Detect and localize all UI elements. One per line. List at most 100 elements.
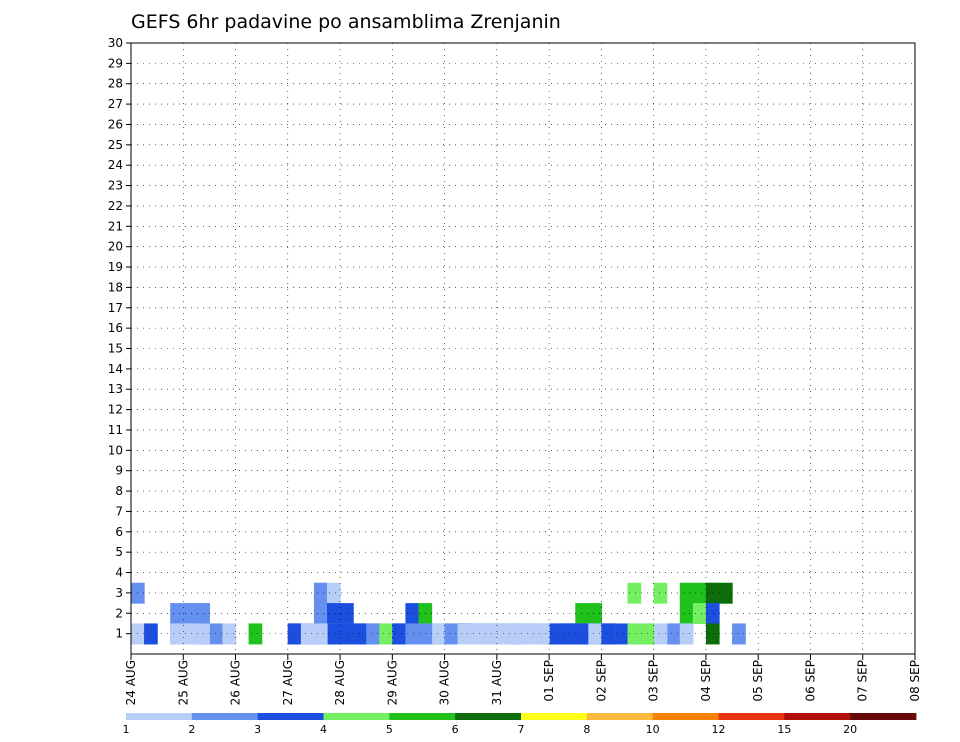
heatmap-cell xyxy=(536,623,550,645)
colorbar-label: 12 xyxy=(712,723,726,736)
y-tick-label: 4 xyxy=(115,566,123,580)
x-tick-label: 28 AUG xyxy=(333,660,347,705)
y-tick-label: 8 xyxy=(115,484,123,498)
colorbar-label: 1 xyxy=(123,723,130,736)
x-tick-label: 26 AUG xyxy=(229,660,243,705)
heatmap-cell xyxy=(627,582,642,604)
y-tick-label: 30 xyxy=(108,36,123,50)
colorbar-label: 6 xyxy=(452,723,459,736)
heatmap-cell xyxy=(340,603,354,625)
y-tick-label: 26 xyxy=(108,117,123,131)
y-tick-label: 20 xyxy=(108,240,123,254)
y-tick-label: 23 xyxy=(108,179,123,193)
colorbar-label: 3 xyxy=(254,723,261,736)
heatmap-cell xyxy=(418,623,433,645)
y-tick-label: 22 xyxy=(108,199,123,213)
y-tick-label: 15 xyxy=(108,342,123,356)
heatmap-cell xyxy=(732,623,746,645)
colorbar-label: 4 xyxy=(320,723,327,736)
x-tick-label: 25 AUG xyxy=(176,660,190,705)
heatmap-cell xyxy=(313,582,328,604)
colorbar-segment xyxy=(521,713,588,720)
colorbar-segment xyxy=(257,713,324,720)
colorbar-segment xyxy=(652,713,719,720)
x-axis-ticks: 24 AUG 25 AUG 26 AUG 27 AUG 28 AUG 29 AUG 30 A… xyxy=(124,654,922,705)
y-tick-label: 7 xyxy=(115,504,123,518)
y-tick-label: 19 xyxy=(108,260,123,274)
heatmap-cell xyxy=(679,603,694,625)
colorbar-label: 8 xyxy=(583,723,590,736)
heatmap-cell xyxy=(313,603,328,625)
heatmap-cell xyxy=(653,582,668,604)
heatmap-cell xyxy=(705,582,720,604)
heatmap-cell xyxy=(575,623,589,645)
heatmap-cell xyxy=(287,623,302,645)
heatmap-cell xyxy=(183,623,197,645)
x-tick-label: 30 AUG xyxy=(438,660,452,705)
x-tick-label: 04 SEP xyxy=(699,660,713,702)
heatmap-cell xyxy=(170,623,184,645)
x-tick-label: 05 SEP xyxy=(751,660,765,702)
heatmap-cell xyxy=(627,623,642,645)
chart-title: GEFS 6hr padavine po ansamblima Zrenjani… xyxy=(131,11,561,33)
colorbar-label: 7 xyxy=(518,723,525,736)
heatmap-cell xyxy=(131,623,145,645)
y-tick-label: 16 xyxy=(108,321,123,335)
heatmap-cell xyxy=(392,623,406,645)
heatmap-cell xyxy=(575,603,589,625)
y-tick-label: 18 xyxy=(108,280,123,294)
y-tick-label: 29 xyxy=(108,56,123,70)
x-tick-label: 03 SEP xyxy=(647,660,661,702)
heatmap-cell xyxy=(183,603,197,625)
heatmap-cell xyxy=(496,623,511,645)
heatmap-cell xyxy=(327,603,341,625)
heatmap-cell xyxy=(170,603,184,625)
y-tick-label: 2 xyxy=(115,606,123,620)
y-tick-label: 11 xyxy=(108,423,123,437)
y-tick-label: 10 xyxy=(108,443,123,457)
heatmap-cell xyxy=(353,623,367,645)
heatmap-cell xyxy=(692,603,707,625)
colorbar-label: 15 xyxy=(777,723,791,736)
heatmap-cell xyxy=(666,623,681,645)
heatmap-cell xyxy=(679,582,694,604)
heatmap-cell xyxy=(366,623,380,645)
heatmap-cell xyxy=(248,623,263,645)
gridlines xyxy=(131,42,915,654)
colorbar-segment xyxy=(191,713,259,720)
heatmap-cell xyxy=(588,623,602,645)
y-tick-label: 6 xyxy=(115,525,123,539)
x-tick-label: 24 AUG xyxy=(124,660,138,705)
y-tick-label: 17 xyxy=(108,301,123,315)
heatmap-cell xyxy=(523,623,537,645)
y-tick-label: 21 xyxy=(108,219,123,233)
x-tick-label: 08 SEP xyxy=(908,660,922,702)
heatmap-cell xyxy=(209,623,224,645)
heatmap-cell xyxy=(470,623,485,645)
x-tick-label: 27 AUG xyxy=(281,660,295,705)
colorbar: 1 2 3 4 5 6 7 8 10 12 15 20 xyxy=(123,713,917,736)
heatmap-cell xyxy=(562,623,576,645)
heatmap-cell xyxy=(679,623,694,645)
heatmap-cell xyxy=(431,623,446,645)
y-tick-label: 9 xyxy=(115,464,123,478)
x-tick-label: 07 SEP xyxy=(856,660,870,702)
heatmap-cells xyxy=(131,582,746,645)
x-tick-label: 02 SEP xyxy=(594,660,608,702)
x-tick-label: 01 SEP xyxy=(542,660,556,702)
colorbar-segment xyxy=(323,713,390,720)
y-tick-label: 28 xyxy=(108,77,123,91)
heatmap-cell xyxy=(653,623,668,645)
heatmap-cell xyxy=(405,603,420,625)
heatmap-cell xyxy=(692,582,707,604)
y-tick-label: 5 xyxy=(115,545,123,559)
colorbar-segment xyxy=(850,713,917,720)
heatmap-cell xyxy=(379,623,393,645)
y-tick-label: 14 xyxy=(108,362,123,376)
heatmap-cell xyxy=(614,623,629,645)
colorbar-segment xyxy=(784,713,851,720)
heatmap-cell xyxy=(640,623,655,645)
colorbar-label: 20 xyxy=(843,723,857,736)
heatmap-cell xyxy=(509,623,524,645)
